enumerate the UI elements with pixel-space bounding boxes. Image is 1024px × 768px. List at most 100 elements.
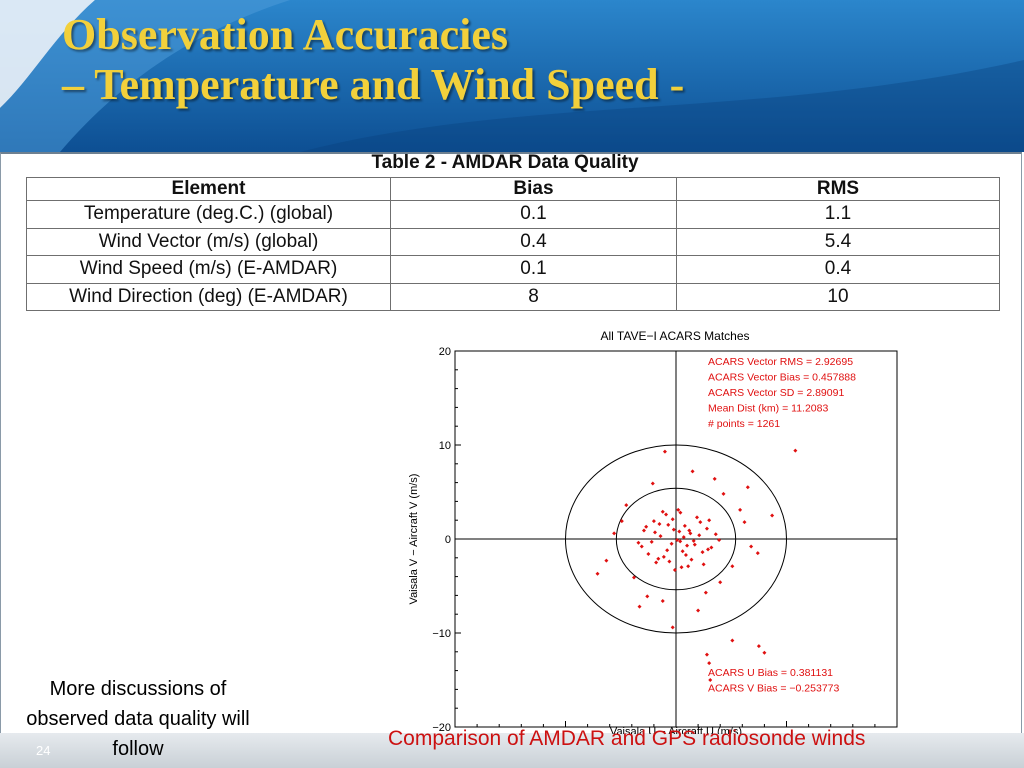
y-axis-label: Vaisala V − Aircraft V (m/s) — [408, 474, 420, 605]
x-tick-label: 0 — [673, 733, 679, 734]
data-point — [675, 537, 680, 542]
data-point — [703, 590, 708, 595]
data-point — [707, 661, 712, 666]
data-point — [685, 543, 690, 548]
data-point — [672, 568, 677, 573]
data-point — [717, 537, 722, 542]
stats-annotation-top: ACARS Vector RMS = 2.92695 ACARS Vector B… — [708, 356, 856, 430]
table-cell-bias: 8 — [390, 282, 677, 311]
data-point — [682, 523, 687, 528]
chart-title: All TAVE−I ACARS Matches — [600, 329, 749, 343]
page-number: 24 — [36, 743, 51, 758]
x-tick-label: 10 — [780, 733, 792, 734]
y-tick-label: 20 — [439, 346, 451, 358]
data-point — [793, 448, 798, 453]
table-cell-rms: 0.4 — [676, 255, 1000, 284]
table-cell-element: Temperature (deg.C.) (global) — [26, 200, 391, 229]
data-point — [708, 678, 713, 682]
data-point — [624, 503, 629, 508]
data-point — [680, 549, 685, 554]
data-point — [654, 560, 659, 565]
table-cell-element: Wind Speed (m/s) (E-AMDAR) — [26, 255, 391, 284]
header-banner: Observation Accuracies – Temperature and… — [0, 0, 1024, 152]
data-point — [651, 519, 656, 524]
data-point — [671, 527, 676, 532]
x-axis-label: Vaisala U − Aircraft U (m/s) — [610, 726, 742, 734]
stats-line: ACARS Vector SD = 2.89091 — [708, 387, 844, 399]
stats-line: ACARS Vector RMS = 2.92695 — [708, 356, 853, 368]
data-point — [664, 512, 669, 517]
data-point — [738, 507, 743, 512]
data-point — [704, 652, 709, 657]
x-tick-label: −20 — [446, 733, 465, 734]
table-cell-bias: 0.4 — [390, 227, 677, 256]
header-background — [0, 0, 1024, 152]
data-point — [644, 524, 649, 529]
data-point — [706, 547, 711, 552]
table-header-rms: RMS — [676, 177, 1000, 201]
data-point — [649, 539, 654, 544]
scatter-chart: All TAVE−I ACARS Matches −20−1001020−20−… — [408, 329, 903, 734]
data-point — [718, 580, 723, 585]
data-point — [713, 532, 718, 537]
table-cell-bias: 0.1 — [390, 200, 677, 229]
table-header-bias: Bias — [390, 177, 677, 201]
data-point — [619, 519, 624, 524]
data-point — [683, 552, 688, 557]
data-point — [689, 557, 694, 562]
data-point — [662, 449, 667, 454]
data-point — [707, 518, 712, 523]
data-point — [660, 509, 665, 514]
table-cell-rms: 5.4 — [676, 227, 1000, 256]
stats-line: # points = 1261 — [708, 418, 780, 430]
stats-line: Mean Dist (km) = 11.2083 — [708, 403, 828, 415]
data-point — [637, 604, 642, 609]
data-point — [677, 529, 682, 534]
data-point — [670, 625, 675, 630]
data-point — [661, 554, 666, 559]
table-header-row: Element Bias RMS — [26, 177, 1000, 201]
discussion-note: More discussions of observed data qualit… — [26, 678, 250, 760]
stats-line: ACARS V Bias = −0.253773 — [708, 683, 839, 695]
data-point — [639, 544, 644, 549]
data-point — [604, 558, 609, 563]
data-point — [650, 481, 655, 486]
table-row: Wind Speed (m/s) (E-AMDAR) 0.1 0.4 — [26, 255, 1000, 284]
table-row: Temperature (deg.C.) (global) 0.1 1.1 — [26, 200, 1000, 229]
data-point — [755, 551, 760, 556]
rms-circle — [615, 487, 737, 591]
data-point — [670, 517, 675, 522]
table-cell-rms: 1.1 — [676, 200, 1000, 229]
data-point — [678, 539, 683, 544]
data-point — [697, 533, 702, 538]
data-point — [666, 522, 671, 527]
data-point — [691, 538, 696, 543]
data-point — [762, 650, 767, 655]
x-tick-label: 20 — [891, 733, 903, 734]
data-point — [681, 535, 686, 540]
points-layer — [595, 448, 798, 682]
stats-line: ACARS Vector Bias = 0.457888 — [708, 372, 856, 384]
data-point — [657, 521, 662, 526]
data-point — [742, 520, 747, 525]
data-point — [700, 550, 705, 555]
y-tick-label: 10 — [439, 440, 451, 452]
slide-title-line2: – Temperature and Wind Speed - — [62, 60, 685, 109]
table-row: Wind Direction (deg) (E-AMDAR) 8 10 — [26, 282, 1000, 311]
data-point — [641, 528, 646, 533]
y-tick-label: −10 — [432, 628, 451, 640]
chart-caption: Comparison of AMDAR and GPS radiosonde w… — [388, 727, 866, 750]
data-point — [730, 564, 735, 569]
data-point — [721, 491, 726, 496]
data-point — [704, 526, 709, 531]
table-title: Table 2 - AMDAR Data Quality — [371, 152, 639, 173]
data-point — [730, 638, 735, 643]
data-point — [676, 507, 681, 512]
stats-annotation-bottom: ACARS U Bias = 0.381131 ACARS V Bias = −0… — [708, 667, 839, 695]
ticks-layer: −20 −10 0 10 20 −20 −10 0 10 20 — [432, 346, 903, 734]
x-tick-label: −10 — [556, 733, 575, 734]
data-point — [745, 485, 750, 490]
slide-title-line1: Observation Accuracies — [62, 10, 509, 59]
data-point — [756, 644, 761, 649]
stats-line: ACARS U Bias = 0.381131 — [708, 667, 833, 679]
